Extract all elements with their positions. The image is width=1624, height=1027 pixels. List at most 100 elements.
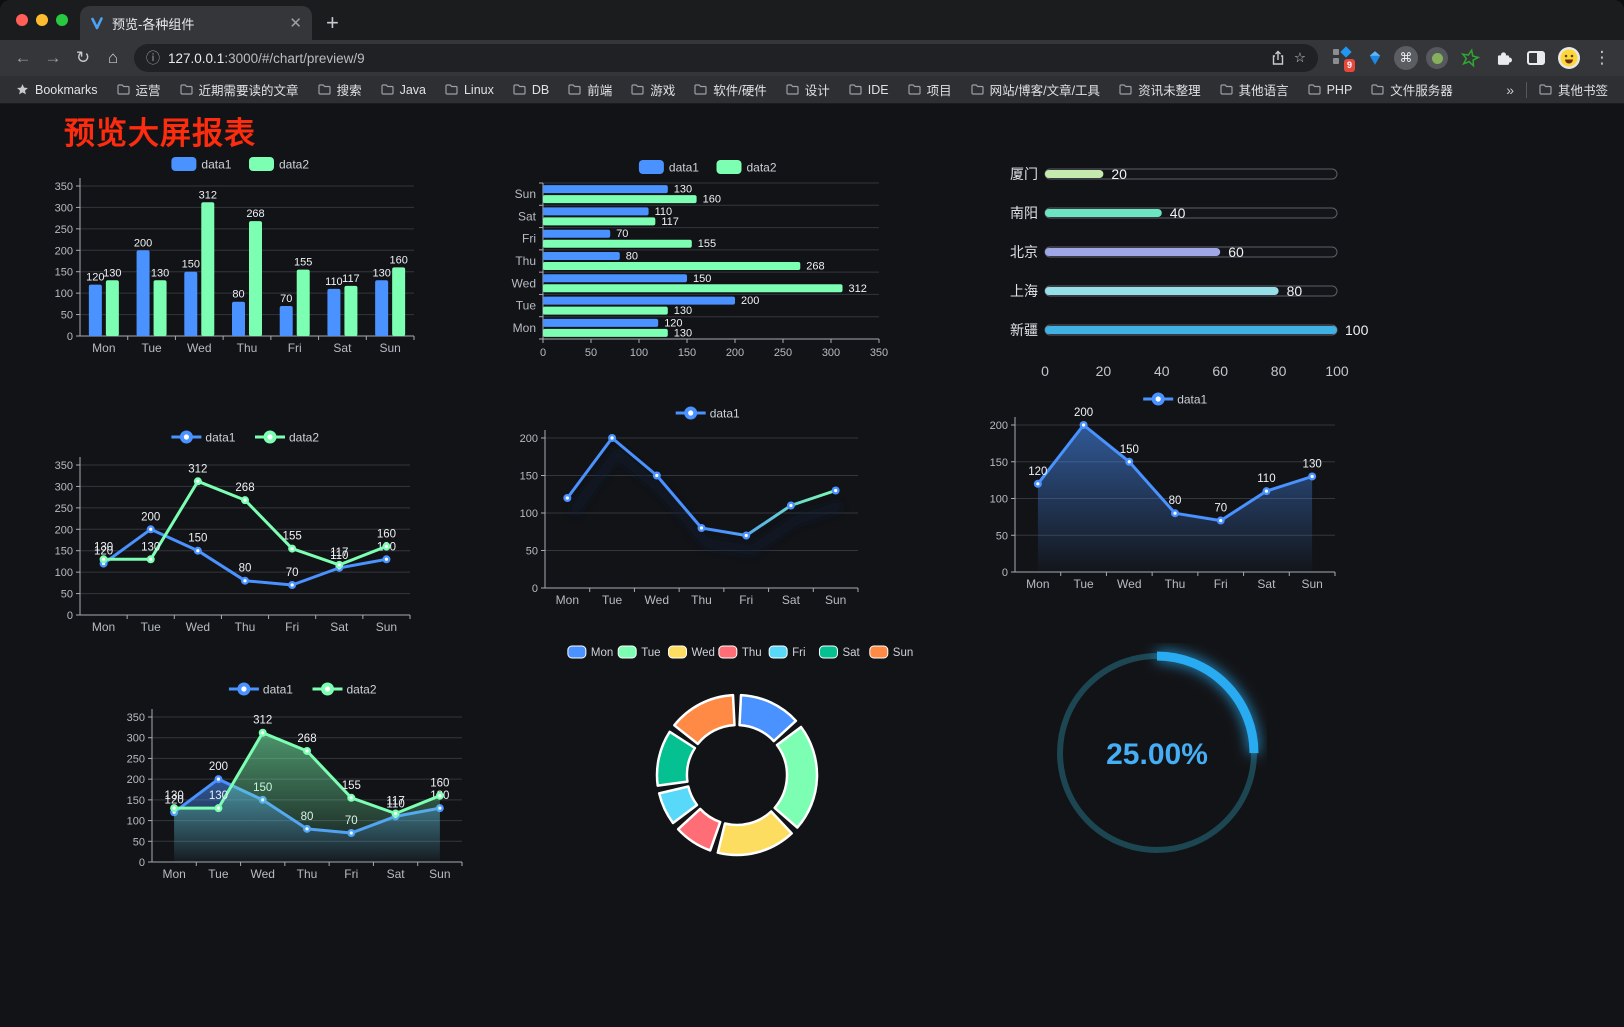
bookmarks-overflow-icon[interactable]: » (1506, 81, 1514, 98)
extension-record-icon[interactable] (1423, 44, 1451, 72)
svg-text:Sun: Sun (825, 593, 846, 607)
bookmark-star-icon[interactable]: ☆ (1293, 50, 1306, 65)
bookmark-label: 文件服务器 (1390, 84, 1453, 98)
svg-text:Sat: Sat (1257, 577, 1276, 591)
profile-avatar[interactable] (1555, 44, 1583, 72)
reload-icon[interactable]: ↻ (75, 48, 91, 67)
svg-text:300: 300 (55, 481, 73, 493)
weekday-donut-chart[interactable]: Mon Tue Wed Thu Fri Sat Sun (550, 638, 930, 878)
svg-text:120: 120 (94, 546, 113, 558)
svg-text:data2: data2 (279, 157, 309, 171)
bookmark-item[interactable]: 文件服务器 (1371, 80, 1453, 99)
svg-text:350: 350 (870, 347, 888, 359)
svg-text:Fri: Fri (285, 620, 299, 634)
folder-icon (971, 84, 984, 95)
svg-text:120: 120 (165, 794, 184, 806)
other-bookmarks-folder[interactable]: 其他书签 (1539, 80, 1608, 99)
svg-text:120: 120 (86, 272, 104, 284)
svg-text:117: 117 (661, 216, 679, 228)
svg-text:150: 150 (55, 546, 73, 558)
side-panel-icon[interactable] (1522, 44, 1550, 72)
share-icon[interactable] (1270, 50, 1286, 66)
extension-command-icon[interactable]: ⌘ (1394, 46, 1418, 70)
bookmark-label: 前端 (587, 84, 613, 98)
extension-grid-icon[interactable]: 9 (1328, 44, 1356, 72)
bookmark-item[interactable]: 设计 (786, 80, 830, 99)
city-progress-chart[interactable]: 厦门 20 南阳 40 北京 60 上海 80 新疆 100 0 20 40 60 80 100 (1000, 160, 1380, 385)
menu-dots-icon[interactable]: ⋮ (1593, 48, 1611, 67)
svg-text:250: 250 (55, 224, 73, 236)
grouped-bar-chart[interactable]: data1 data2 0 50 100 150 200 250 300 350 Mon Tue Wed… (40, 150, 420, 365)
svg-text:data2: data2 (747, 160, 777, 174)
svg-text:150: 150 (520, 471, 538, 483)
extension-green-star-icon[interactable] (1456, 44, 1484, 72)
dual-line-chart[interactable]: data1 data2 0 50 100 150 200 250 300 350 Mon Tue Wed… (50, 425, 420, 640)
close-window-button[interactable] (16, 14, 28, 26)
home-icon[interactable]: ⌂ (107, 48, 119, 67)
tab-favicon-icon (90, 16, 104, 30)
svg-text:80: 80 (1271, 363, 1287, 379)
bookmark-item[interactable]: 运营 (116, 80, 161, 99)
svg-text:300: 300 (127, 733, 145, 745)
svg-text:80: 80 (239, 563, 252, 575)
minimize-window-button[interactable] (36, 14, 48, 26)
svg-text:155: 155 (342, 780, 361, 792)
bookmark-item[interactable]: 游戏 (631, 80, 675, 99)
svg-text:150: 150 (127, 795, 145, 807)
new-tab-button[interactable]: + (326, 10, 339, 35)
forward-icon[interactable]: → (44, 48, 62, 67)
svg-text:80: 80 (1287, 283, 1303, 299)
svg-text:Mon: Mon (92, 620, 115, 634)
svg-text:130: 130 (1303, 458, 1322, 470)
fullscreen-window-button[interactable] (56, 14, 68, 26)
bookmark-item[interactable]: Java (380, 83, 426, 97)
extension-puzzle-icon[interactable] (1489, 44, 1517, 72)
svg-text:130: 130 (141, 541, 160, 553)
svg-text:160: 160 (430, 778, 449, 790)
bookmark-item[interactable]: 资讯未整理 (1119, 80, 1201, 99)
bookmark-item[interactable]: IDE (849, 83, 889, 97)
percentage-gauge[interactable]: 25.00% (1047, 643, 1267, 863)
svg-text:Thu: Thu (237, 341, 258, 355)
bookmark-item[interactable]: Bookmarks (16, 83, 98, 97)
svg-text:312: 312 (199, 189, 217, 201)
bookmark-item[interactable]: 搜索 (317, 80, 362, 99)
back-icon[interactable]: ← (14, 48, 32, 67)
dual-area-line-chart[interactable]: data1 data2 0 50 100 150 200 250 300 350 Mon Tue Wed… (110, 675, 475, 885)
address-bar[interactable]: ⓘ 127.0.0.1:3000/#/chart/preview/9 ☆ (134, 44, 1318, 72)
bookmark-item[interactable]: 近期需要读的文章 (179, 80, 299, 99)
tab-close-icon[interactable]: ✕ (289, 15, 302, 32)
horizontal-bar-chart[interactable]: data1 data2 0 50 100 150 200 250 300 350 Mon 120 130… (505, 155, 890, 365)
page-info-icon[interactable]: ⓘ (146, 50, 160, 66)
svg-text:南阳: 南阳 (1010, 205, 1038, 221)
svg-text:200: 200 (134, 237, 152, 249)
browser-tab[interactable]: 预览-各种组件 ✕ (80, 6, 312, 40)
gradient-line-chart[interactable]: data1 0 50 100 150 200 Mon Tue Wed Thu Fri Sat Sun (505, 400, 890, 615)
svg-text:20: 20 (1096, 363, 1112, 379)
svg-text:data1: data1 (201, 157, 231, 171)
svg-text:Wed: Wed (645, 593, 669, 607)
svg-text:0: 0 (139, 857, 145, 869)
bookmark-item[interactable]: 项目 (908, 80, 952, 99)
bookmark-item[interactable]: Linux (445, 83, 494, 97)
bookmark-label: DB (531, 82, 550, 97)
bookmark-item[interactable]: 软件/硬件 (694, 80, 767, 99)
svg-text:北京: 北京 (1010, 244, 1038, 260)
svg-text:0: 0 (1041, 363, 1049, 379)
area-line-chart[interactable]: data1 0 50 100 150 200 Mon Tue Wed Thu Fri Sat Sun 12… (985, 390, 1345, 595)
svg-text:70: 70 (1214, 503, 1227, 515)
bookmark-item[interactable]: PHP (1307, 83, 1352, 97)
svg-text:250: 250 (127, 753, 145, 765)
svg-text:80: 80 (1169, 495, 1182, 507)
svg-text:200: 200 (520, 433, 538, 445)
svg-text:250: 250 (774, 347, 792, 359)
bookmark-item[interactable]: 前端 (568, 80, 612, 99)
bookmark-item[interactable]: 其他语言 (1219, 80, 1289, 99)
bookmark-item[interactable]: 网站/博客/文章/工具 (971, 80, 1100, 99)
extension-gem-icon[interactable] (1361, 44, 1389, 72)
svg-text:200: 200 (141, 511, 160, 523)
bookmark-item[interactable]: DB (513, 83, 549, 97)
svg-text:Mon: Mon (1026, 577, 1049, 591)
svg-text:Wed: Wed (692, 647, 715, 659)
